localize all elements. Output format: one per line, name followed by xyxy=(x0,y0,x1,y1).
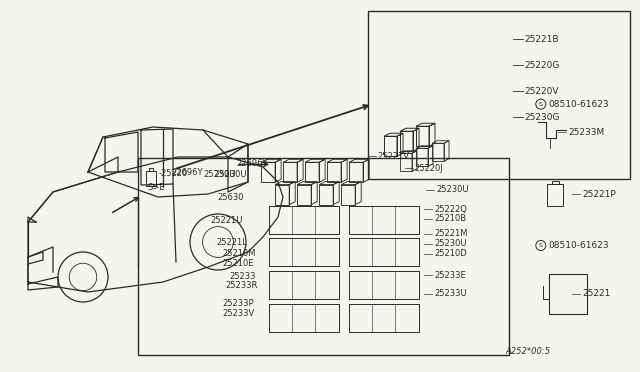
Text: 25221V: 25221V xyxy=(378,152,410,161)
Text: S: S xyxy=(539,243,543,248)
Text: 25233R: 25233R xyxy=(225,281,258,290)
Bar xyxy=(269,272,339,299)
Text: A252*00:5: A252*00:5 xyxy=(506,347,551,356)
Bar xyxy=(549,274,587,314)
Text: 25230G: 25230G xyxy=(525,113,560,122)
Text: 25221M: 25221M xyxy=(434,229,467,238)
Text: 25230U: 25230U xyxy=(214,170,247,179)
Bar xyxy=(146,171,156,186)
Text: 22696Y: 22696Y xyxy=(237,159,268,168)
Text: -25220: -25220 xyxy=(159,169,188,178)
Text: 22696Y: 22696Y xyxy=(172,169,203,177)
Bar xyxy=(269,238,339,266)
Text: 25630: 25630 xyxy=(218,193,244,202)
Text: 25210B: 25210B xyxy=(434,214,466,223)
Bar xyxy=(349,272,419,299)
Bar xyxy=(349,238,419,266)
Bar xyxy=(269,304,339,332)
Text: S: S xyxy=(539,102,543,107)
Bar xyxy=(547,185,563,206)
Text: 25221L: 25221L xyxy=(216,238,247,247)
Bar xyxy=(368,11,630,179)
Text: 25221U: 25221U xyxy=(210,216,243,225)
Text: 08510-61623: 08510-61623 xyxy=(548,241,609,250)
Text: 25210D: 25210D xyxy=(434,249,467,258)
Text: 25222Q: 25222Q xyxy=(434,205,467,214)
Text: 25230U: 25230U xyxy=(434,239,467,248)
Text: 25220J: 25220J xyxy=(415,164,444,173)
Bar xyxy=(349,304,419,332)
Bar xyxy=(148,168,153,171)
Text: 25233U: 25233U xyxy=(434,289,467,298)
Bar xyxy=(349,206,419,234)
Text: 25220V: 25220V xyxy=(525,87,559,96)
Bar xyxy=(269,206,339,234)
Text: 25210E: 25210E xyxy=(223,259,254,268)
Text: 25210M: 25210M xyxy=(223,249,256,258)
Text: 25233: 25233 xyxy=(229,272,255,280)
Bar xyxy=(138,158,509,355)
Text: 25233V: 25233V xyxy=(223,309,255,318)
Bar xyxy=(552,180,559,185)
Text: 25220G: 25220G xyxy=(525,61,560,70)
Text: S>E: S>E xyxy=(147,183,164,192)
Text: 25233P: 25233P xyxy=(223,299,254,308)
Text: 25233E: 25233E xyxy=(434,271,466,280)
Text: 25230U: 25230U xyxy=(436,185,469,194)
Text: 08510-61623: 08510-61623 xyxy=(548,100,609,109)
Text: 25233M: 25233M xyxy=(568,128,605,137)
Text: 25221B: 25221B xyxy=(525,35,559,44)
Text: 25221P: 25221P xyxy=(582,190,616,199)
Text: 25230U: 25230U xyxy=(204,170,236,179)
Text: 25221: 25221 xyxy=(582,289,611,298)
